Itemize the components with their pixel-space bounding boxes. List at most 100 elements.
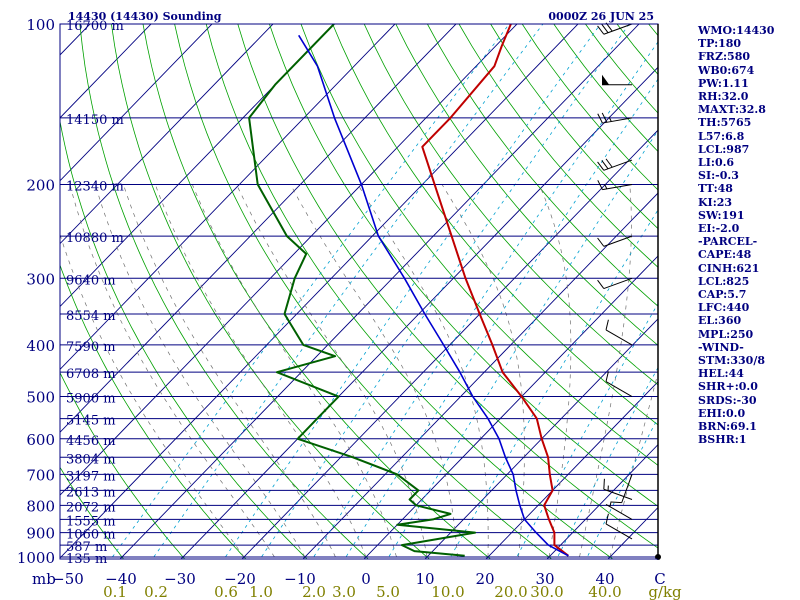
- height-label: 7590 m: [66, 340, 116, 355]
- index-item: CAPE:48: [698, 248, 752, 262]
- temperature-tick-label: −50: [52, 570, 84, 588]
- height-label: 9640 m: [66, 273, 116, 288]
- index-item: FRZ:580: [698, 50, 751, 64]
- wind-barb: [605, 501, 633, 520]
- isotherm: [60, 24, 152, 119]
- pressure-label: 300: [26, 270, 55, 288]
- index-item: WMO:14430: [698, 24, 775, 37]
- index-item: PW:1.11: [698, 76, 749, 90]
- temperature-tick-label: 10: [415, 570, 434, 588]
- dry-adiabat: [60, 371, 186, 559]
- mixing-ratio-unit-label: g/kg: [648, 583, 682, 600]
- height-label: 16700 m: [66, 19, 124, 34]
- mixing-ratio-line: [151, 24, 544, 559]
- pressure-label: 100: [26, 16, 55, 34]
- dry-adiabat: [205, 24, 614, 559]
- height-label: 3197 m: [66, 469, 116, 484]
- dry-adiabat: [111, 24, 430, 559]
- mixing-ratio-label: 30.0: [530, 583, 563, 600]
- dewpoint-profile-line: [248, 24, 477, 557]
- wind-barb: [605, 513, 633, 540]
- pressure-unit-label: mb: [32, 570, 56, 588]
- dry-adiabat: [60, 466, 125, 559]
- index-item: STM:330/8: [698, 354, 765, 368]
- dry-adiabat: [300, 24, 658, 466]
- isotherm: [546, 443, 658, 559]
- temperature-tick-label: −20: [224, 570, 256, 588]
- pressure-label: 900: [26, 525, 55, 543]
- index-item: -WIND-: [698, 340, 744, 354]
- wind-barb: [605, 371, 633, 397]
- height-label: 3804 m: [66, 452, 116, 467]
- pressure-label: 500: [26, 389, 55, 407]
- temperature-tick-label: C: [654, 570, 665, 588]
- index-item: BRN:69.1: [698, 420, 757, 434]
- index-item: EI:-2.0: [698, 222, 740, 236]
- index-item: BSHR:1: [698, 433, 747, 447]
- temperature-tick-label: 20: [475, 570, 494, 588]
- isotherm: [485, 381, 658, 559]
- index-item: L57:6.8: [698, 129, 745, 143]
- wind-barb: [605, 319, 633, 346]
- isotherm: [60, 24, 213, 182]
- mixing-ratio-line: [515, 302, 658, 559]
- pressure-label: 200: [26, 176, 55, 194]
- index-item: LI:0.6: [698, 156, 735, 170]
- dry-adiabat: [60, 119, 308, 559]
- temperature-tick-label: −10: [284, 570, 316, 588]
- wind-barb: [597, 158, 633, 171]
- mixing-ratio-label: 0.6: [214, 583, 238, 600]
- mixing-ratio-line: [311, 41, 658, 559]
- temperature-tick-label: −40: [105, 570, 137, 588]
- mixing-ratio-line: [110, 24, 510, 559]
- height-label: 10880 m: [66, 231, 124, 246]
- height-label: 2072 m: [66, 500, 116, 515]
- moist-adiabat: [94, 184, 306, 558]
- temperature-tick-label: −30: [164, 570, 196, 588]
- wind-barb: [597, 112, 633, 124]
- dry-adiabat: [363, 24, 658, 386]
- index-item: TT:48: [698, 182, 733, 196]
- mixing-ratio-line: [387, 129, 658, 559]
- wind-barb: [597, 277, 633, 290]
- pressure-label: 800: [26, 497, 55, 515]
- isotherm: [363, 255, 658, 559]
- isotherm: [60, 24, 457, 433]
- station-title: 14430 (14430) Sounding: [68, 10, 222, 23]
- moist-adiabat: [579, 184, 632, 558]
- height-label: 1060 m: [66, 528, 116, 543]
- height-label: 4456 m: [66, 434, 116, 449]
- temperature-tick-label: 30: [535, 570, 554, 588]
- dry-adiabat: [332, 24, 658, 426]
- index-item: RH:32.0: [698, 90, 749, 104]
- moist-adiabat: [609, 371, 658, 558]
- height-label: 8554 m: [66, 309, 116, 324]
- index-item: CAP:5.7: [698, 288, 747, 302]
- mixing-ratio-line: [556, 366, 658, 559]
- index-item: SRDS:-30: [698, 393, 757, 407]
- plot-border: [59, 23, 659, 560]
- isotherm: [60, 24, 335, 308]
- pressure-label: 700: [26, 466, 55, 484]
- dry-adiabat: [458, 24, 658, 268]
- mixing-ratio-line: [585, 417, 658, 559]
- index-item: TH:5765: [698, 116, 752, 130]
- dry-adiabat: [237, 24, 658, 549]
- height-label: 14150 m: [66, 113, 124, 128]
- index-item: HEL:44: [698, 367, 744, 381]
- parcel-path-line: [298, 34, 569, 557]
- plot-frame: [59, 23, 659, 560]
- isotherm: [60, 24, 396, 371]
- moist-adiabat: [154, 184, 367, 558]
- mixing-ratio-label: 0.1: [103, 583, 127, 600]
- wind-barb: [597, 235, 633, 247]
- mixing-ratio-label: 5.0: [376, 583, 400, 600]
- wind-barb: [597, 22, 633, 35]
- index-item: WB0:674: [698, 63, 755, 77]
- index-item: MAXT:32.8: [698, 103, 766, 117]
- isotherm: [241, 129, 658, 559]
- dry-adiabat: [395, 24, 658, 346]
- mixing-ratio-label: 1.0: [249, 583, 273, 600]
- index-item: LFC:440: [698, 301, 750, 315]
- index-item: EL:360: [698, 314, 742, 328]
